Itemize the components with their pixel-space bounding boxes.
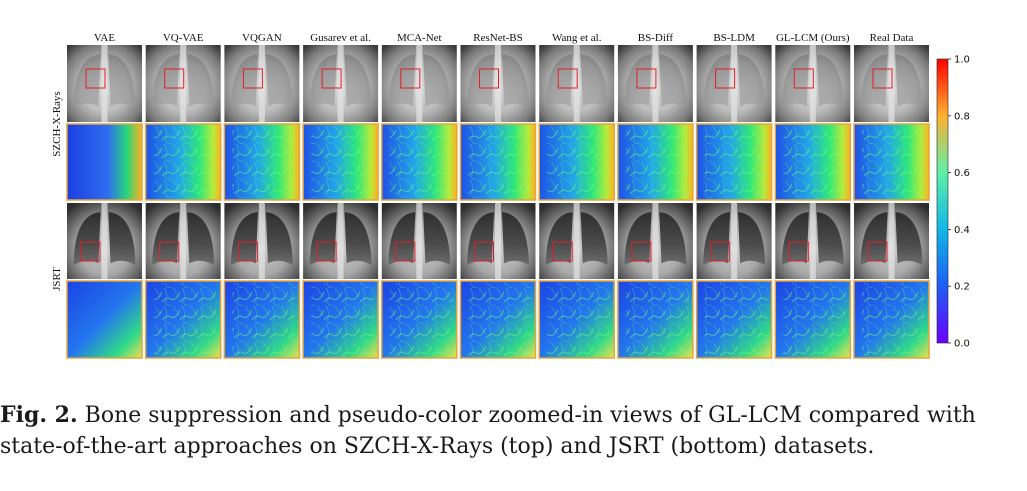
zoom-view: [459, 280, 537, 359]
method-title: BS-LDM: [713, 32, 755, 44]
caption-label: Fig. 2.: [0, 402, 78, 428]
xray-image: [460, 45, 536, 122]
zoom-view: [774, 280, 852, 359]
roi-box: [400, 68, 421, 89]
dataset-label: SZCH-X-Rays: [51, 91, 63, 156]
dataset-labels: SZCH-X-Rays JSRT: [51, 91, 63, 291]
zoom-view: [538, 123, 615, 201]
zoom-view: [617, 123, 694, 201]
roi-box: [164, 68, 185, 89]
zoom-view: [381, 123, 458, 201]
colorbar-tick-label: 0.2: [954, 282, 970, 293]
zoom-view: [66, 123, 143, 201]
method-title: Real Data: [870, 32, 914, 44]
roi-box: [867, 241, 888, 262]
roi-box: [85, 68, 106, 89]
image-grid: [66, 45, 930, 359]
xray-image: [67, 45, 142, 122]
colorbar-tick-label: 0.6: [954, 168, 970, 179]
xray-image: [539, 45, 615, 122]
roi-box: [715, 68, 736, 89]
roi-box: [793, 68, 814, 89]
zoom-view: [66, 280, 143, 359]
method-title: Gusarev et al.: [310, 32, 371, 44]
xray-image: [696, 45, 772, 122]
zoom-view: [381, 280, 458, 359]
xray-image: [775, 203, 851, 279]
zoom-view: [223, 280, 301, 359]
colorbar-tick-label: 0.8: [954, 111, 970, 122]
zoom-view: [695, 280, 773, 359]
xray-image: [539, 203, 615, 279]
zoom-view: [223, 123, 301, 201]
roi-box: [557, 68, 578, 89]
method-title: GL-LCM (Ours): [776, 32, 850, 44]
xray-image: [145, 45, 221, 122]
roi-box: [552, 241, 573, 262]
method-title: Wang et al.: [552, 32, 602, 44]
dataset-label: JSRT: [51, 267, 63, 291]
zoom-view: [853, 280, 930, 359]
colorbar-tick-label: 0.4: [954, 225, 970, 236]
roi-box: [872, 68, 893, 89]
xray-image: [224, 203, 300, 279]
roi-box: [395, 241, 416, 262]
zoom-view: [617, 280, 694, 359]
method-title: VAE: [94, 32, 115, 44]
zoom-view: [144, 123, 222, 201]
zoom-view: [538, 280, 615, 359]
roi-box: [788, 241, 809, 262]
colorbar: 1.0 0.8 0.6 0.4 0.2 0.0: [936, 55, 970, 350]
method-title: BS-Diff: [638, 32, 674, 44]
roi-box: [479, 68, 499, 89]
caption-line-1: Fig. 2. Bone suppression and pseudo-colo…: [0, 400, 1027, 431]
roi-box: [80, 241, 101, 262]
xray-image: [854, 203, 929, 279]
zoom-view: [774, 123, 852, 201]
xray-image: [303, 203, 379, 279]
roi-box: [316, 241, 337, 262]
zoom-view: [302, 123, 379, 201]
xray-image: [145, 203, 221, 279]
colorbar-scale: [936, 58, 949, 344]
roi-box: [636, 68, 657, 89]
method-title: MCA-Net: [397, 32, 442, 44]
xray-image: [460, 203, 536, 279]
colorbar-tick-label: 0.0: [954, 339, 970, 350]
zoom-view: [459, 123, 537, 201]
roi-box: [631, 241, 652, 262]
roi-box: [237, 241, 258, 262]
method-title: ResNet-BS: [473, 32, 523, 44]
xray-image: [381, 203, 457, 279]
xray-image: [617, 45, 693, 122]
roi-box: [242, 68, 263, 89]
xray-image: [696, 203, 772, 279]
xray-image: [67, 203, 142, 279]
zoom-view: [695, 123, 773, 201]
xray-image: [617, 203, 693, 279]
caption-text-1: Bone suppression and pseudo-color zoomed…: [84, 403, 976, 428]
xray-image: [303, 45, 379, 122]
roi-box: [710, 241, 731, 262]
roi-box: [474, 241, 494, 262]
zoom-view: [853, 123, 930, 201]
caption-line-2: state-of-the-art approaches on SZCH-X-Ra…: [0, 434, 875, 459]
zoom-view: [302, 280, 379, 359]
method-title: VQ-VAE: [163, 32, 204, 44]
xray-image: [854, 45, 929, 122]
method-title: VQGAN: [242, 32, 282, 44]
method-titles: VAE VQ-VAE VQGAN Gusarev et al. MCA-Net ResNe…: [94, 32, 914, 44]
xray-image: [224, 45, 300, 122]
roi-box: [159, 241, 180, 262]
figure-caption: Fig. 2. Bone suppression and pseudo-colo…: [0, 400, 1027, 462]
xray-image: [775, 45, 851, 122]
zoom-view: [144, 280, 222, 359]
roi-box: [321, 68, 342, 89]
colorbar-tick-label: 1.0: [954, 55, 970, 66]
xray-image: [381, 45, 457, 122]
